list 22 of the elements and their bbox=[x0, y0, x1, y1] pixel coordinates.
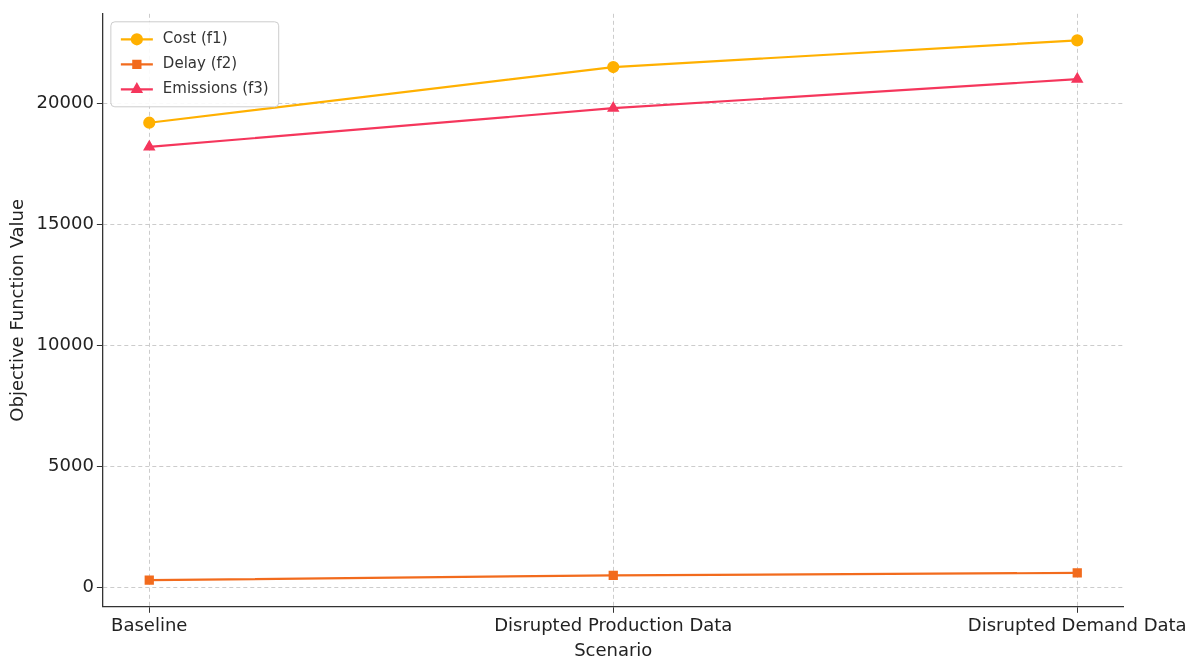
y-tick-label: 20000 bbox=[36, 91, 94, 113]
x-tick-label: Baseline bbox=[111, 614, 188, 636]
point bbox=[607, 102, 619, 112]
legend-label: Cost (f1) bbox=[162, 29, 228, 48]
point bbox=[144, 575, 154, 585]
legend-label: Emissions (f3) bbox=[162, 79, 269, 98]
point bbox=[608, 570, 618, 580]
point bbox=[1072, 568, 1082, 578]
point bbox=[1071, 73, 1083, 83]
x-tick-label: Disrupted Demand Data bbox=[967, 614, 1187, 636]
y-axis-title: Objective Function Value bbox=[6, 198, 28, 422]
y-tick-label: 5000 bbox=[48, 454, 94, 476]
y-tick-label: 10000 bbox=[36, 333, 94, 355]
point bbox=[143, 140, 155, 151]
y-tick-label: 0 bbox=[82, 575, 94, 597]
legend-label: Delay (f2) bbox=[162, 54, 238, 73]
point bbox=[143, 116, 156, 129]
x-axis-title: Scenario bbox=[574, 638, 653, 660]
point bbox=[607, 60, 620, 74]
y-tick-label: 15000 bbox=[36, 212, 94, 234]
x-tick-label: Disrupted Production Data bbox=[494, 614, 733, 636]
point bbox=[1071, 34, 1084, 47]
